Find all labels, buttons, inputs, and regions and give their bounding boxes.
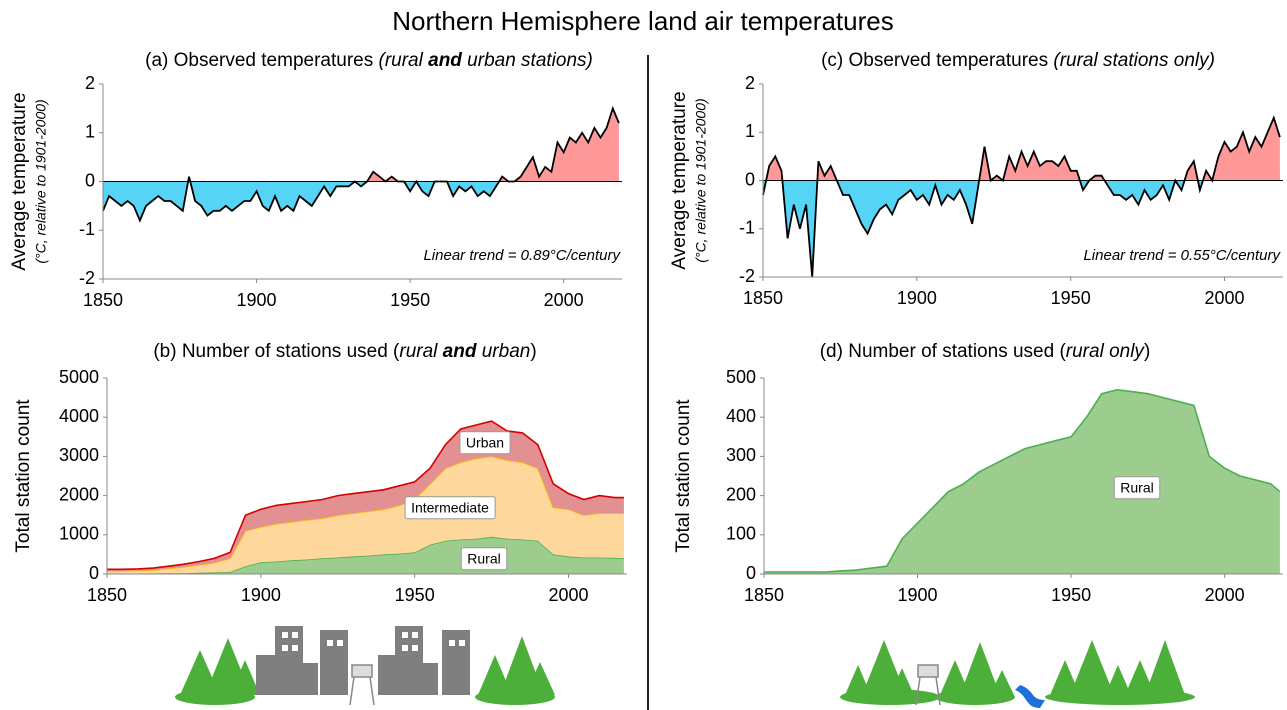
y-tick-label: 0	[85, 170, 95, 190]
y-axis-label: Total station count	[13, 399, 34, 553]
y-tick-label: 0	[745, 169, 755, 189]
series-label: Rural	[1120, 480, 1153, 496]
y-tick-label: 2	[85, 73, 95, 93]
figure-title: Northern Hemisphere land air temperature…	[392, 6, 893, 36]
panel-subtitle: (b) Number of stations used (rural and u…	[153, 341, 536, 362]
x-tick-label: 1850	[87, 585, 127, 605]
panel: (b) Number of stations used (rural and u…	[13, 341, 627, 605]
x-tick-label: 1900	[897, 288, 937, 308]
y-tick-label: 100	[726, 524, 756, 544]
y-tick-label: 4000	[59, 406, 99, 426]
y-tick-label: 0	[89, 563, 99, 583]
y-tick-label: 1	[85, 122, 95, 142]
panel-subtitle: (d) Number of stations used (rural only)	[820, 341, 1151, 362]
subtitle-part: and	[428, 50, 462, 71]
y-tick-label: 2000	[59, 484, 99, 504]
panel: (a) Observed temperatures (rural and urb…	[9, 50, 622, 310]
area	[764, 390, 1280, 574]
subtitle-part: (d) Number of stations used (	[820, 341, 1067, 362]
subtitle-part: )	[1144, 341, 1150, 362]
series-label: Intermediate	[411, 500, 489, 516]
trend-note: Linear trend = 0.89°C/century	[423, 247, 621, 264]
x-tick-label: 2000	[1205, 288, 1245, 308]
y-tick-label: 500	[726, 367, 756, 387]
panel-subtitle: (c) Observed temperatures (rural station…	[821, 50, 1215, 71]
y-tick-label: 5000	[59, 367, 99, 387]
subtitle-part: urban stations)	[462, 50, 593, 71]
y-tick-label: 2	[745, 73, 755, 93]
x-tick-label: 1850	[83, 290, 123, 310]
subtitle-part: (c) Observed temperatures	[821, 50, 1053, 71]
y-axis-label: (°C, relative to 1901-2000)	[693, 98, 709, 262]
subtitle-part: and	[443, 341, 477, 362]
y-tick-label: 300	[726, 445, 756, 465]
rural-icon	[840, 640, 1195, 708]
x-tick-label: 1900	[241, 585, 281, 605]
x-tick-label: 1950	[390, 290, 430, 310]
y-tick-label: 400	[726, 406, 756, 426]
x-tick-label: 1900	[898, 585, 938, 605]
panel-subtitle: (a) Observed temperatures (rural and urb…	[145, 50, 593, 71]
y-tick-label: 1000	[59, 524, 99, 544]
y-tick-label: -2	[739, 266, 755, 286]
subtitle-part: urban	[476, 341, 530, 362]
trend-note: Linear trend = 0.55°C/century	[1083, 247, 1281, 264]
y-tick-label: 3000	[59, 445, 99, 465]
subtitle-part: rural	[399, 341, 442, 362]
x-tick-label: 2000	[549, 585, 589, 605]
subtitle-part: )	[530, 341, 536, 362]
negative-fill	[103, 108, 619, 220]
series-label: Urban	[466, 435, 504, 451]
y-tick-label: 200	[726, 484, 756, 504]
y-tick-label: 0	[746, 563, 756, 583]
x-tick-label: 1950	[1051, 585, 1091, 605]
urban-icon	[175, 626, 555, 705]
y-tick-label: -1	[739, 218, 755, 238]
x-tick-label: 1850	[743, 288, 783, 308]
x-tick-label: 1850	[744, 585, 784, 605]
x-tick-label: 1900	[237, 290, 277, 310]
figure: Northern Hemisphere land air temperature…	[0, 0, 1287, 710]
subtitle-part: (rural	[379, 50, 429, 71]
series-label: Rural	[467, 551, 500, 567]
x-tick-label: 2000	[1205, 585, 1245, 605]
x-tick-label: 1950	[1051, 288, 1091, 308]
panel: (d) Number of stations used (rural only)…	[673, 341, 1283, 605]
y-tick-label: -2	[79, 268, 95, 288]
subtitle-part: (a) Observed temperatures	[145, 50, 378, 71]
subtitle-part: (b) Number of stations used (	[153, 341, 400, 362]
y-axis-label: Total station count	[673, 399, 694, 553]
x-tick-label: 1950	[395, 585, 435, 605]
y-axis-label: Average temperature	[9, 92, 30, 270]
subtitle-part: rural only	[1066, 341, 1146, 362]
y-axis-label: Average temperature	[669, 91, 690, 269]
x-tick-label: 2000	[544, 290, 584, 310]
y-tick-label: 1	[745, 121, 755, 141]
subtitle-part: (rural stations only)	[1053, 50, 1215, 71]
panel: (c) Observed temperatures (rural station…	[669, 50, 1283, 308]
y-axis-label: (°C, relative to 1901-2000)	[33, 99, 49, 263]
y-tick-label: -1	[79, 219, 95, 239]
